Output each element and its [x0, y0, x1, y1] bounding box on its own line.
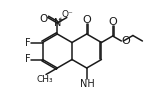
Text: N: N — [54, 18, 61, 28]
Text: O: O — [82, 15, 91, 25]
Text: O: O — [108, 17, 117, 27]
Text: CH₃: CH₃ — [37, 75, 53, 84]
Text: +: + — [57, 17, 63, 23]
Text: NH: NH — [80, 79, 95, 89]
Text: F: F — [25, 55, 30, 65]
Text: O: O — [121, 36, 130, 46]
Text: O: O — [40, 13, 48, 23]
Text: O⁻: O⁻ — [62, 10, 74, 19]
Text: F: F — [25, 38, 30, 48]
